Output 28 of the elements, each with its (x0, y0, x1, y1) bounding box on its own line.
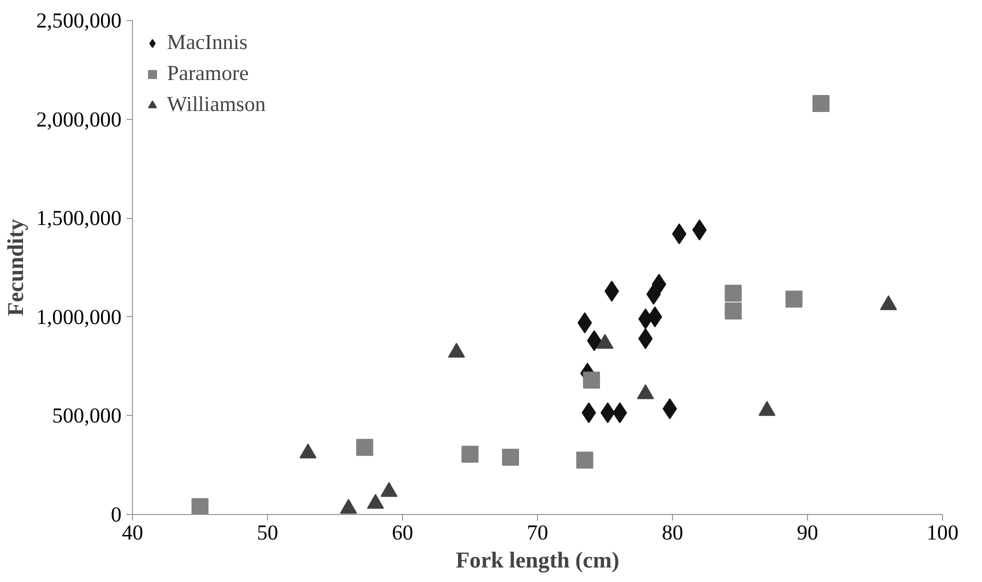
y-tick-label: 0 (110, 502, 122, 526)
y-tick-label: 500,000 (52, 404, 122, 428)
x-tick-label: 100 (926, 520, 959, 544)
y-tick-label: 1,000,000 (36, 304, 122, 329)
point (583, 372, 600, 389)
point (576, 452, 594, 469)
x-tick-label: 40 (122, 520, 144, 544)
point (356, 438, 374, 456)
point (812, 94, 830, 112)
y-tick-label: 2,500,000 (36, 8, 122, 32)
y-axis-title: Fecundity (3, 218, 28, 316)
x-tick-label: 80 (662, 520, 684, 544)
point (192, 498, 208, 514)
y-tick-label: 2,000,000 (36, 107, 122, 132)
x-tick-label: 60 (392, 520, 414, 544)
point (724, 302, 742, 320)
point (786, 290, 802, 308)
legend-label: MacInnis (167, 30, 248, 55)
legend-label: Paramore (167, 61, 249, 86)
x-tick-label: 50 (256, 520, 278, 544)
y-tick-label: 1,500,000 (36, 206, 122, 230)
x-tick-label: 70 (526, 520, 548, 544)
x-axis-title: Fork length (cm) (456, 548, 620, 572)
point (724, 284, 742, 302)
x-tick-label: 90 (796, 520, 818, 544)
point (502, 448, 519, 466)
legend-label: Williamson (167, 92, 266, 117)
point (462, 446, 478, 463)
